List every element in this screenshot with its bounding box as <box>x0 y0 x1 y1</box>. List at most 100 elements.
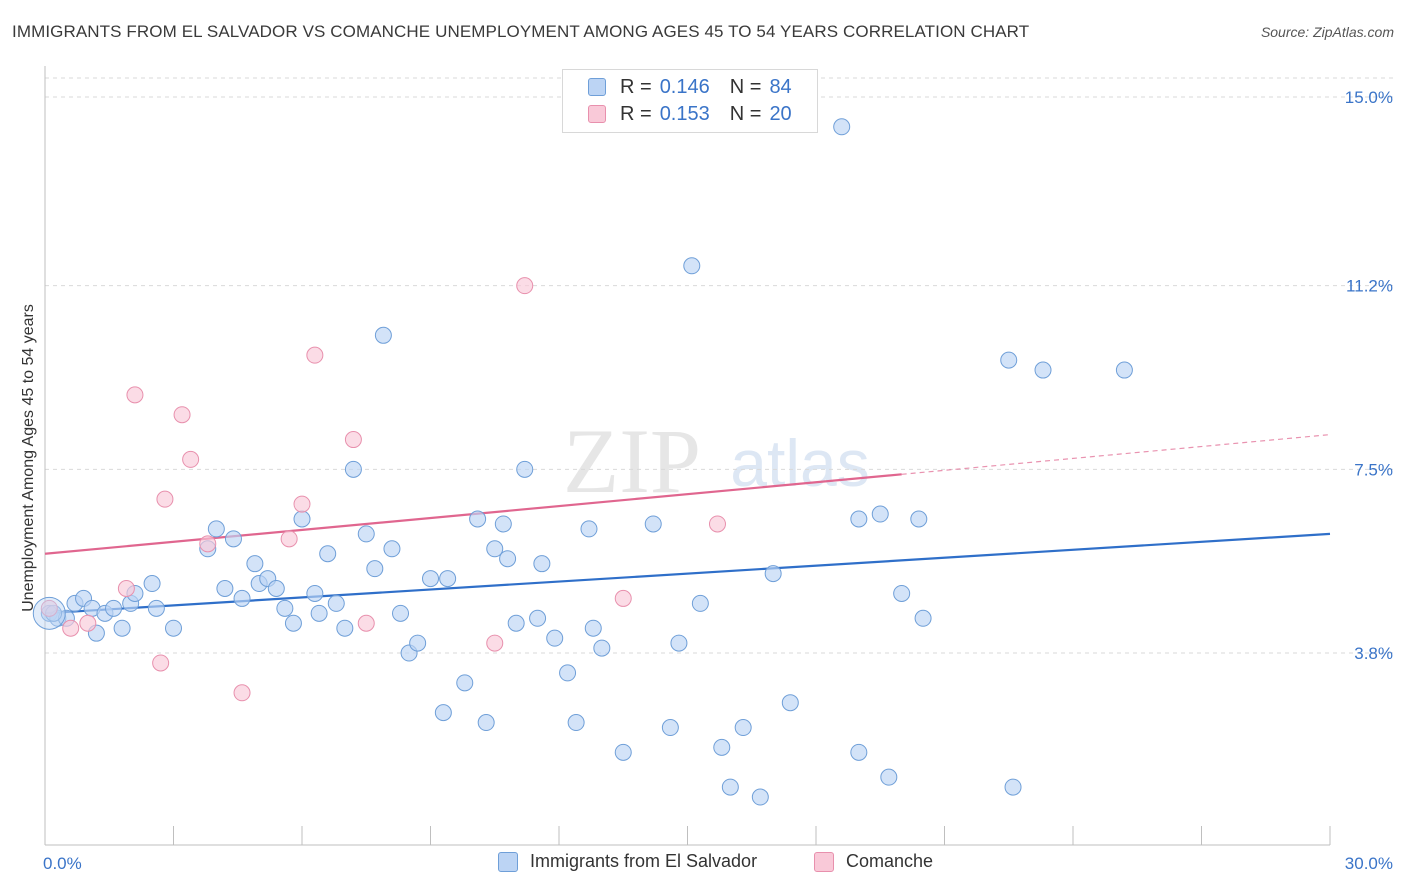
point-el-salvador <box>293 510 311 528</box>
point-comanche <box>486 634 504 652</box>
point-comanche <box>357 614 375 632</box>
point-comanche <box>516 277 534 295</box>
point-el-salvador <box>310 604 328 622</box>
legend-n-label: N = <box>729 75 762 98</box>
point-comanche <box>199 535 217 553</box>
point-comanche <box>182 450 200 468</box>
point-el-salvador <box>781 694 799 712</box>
point-el-salvador <box>105 599 123 617</box>
point-el-salvador <box>893 584 911 602</box>
legend-r-value: 0.153 <box>659 102 710 125</box>
point-el-salvador <box>580 520 598 538</box>
point-comanche <box>614 589 632 607</box>
point-comanche <box>306 346 324 364</box>
point-el-salvador <box>833 118 851 136</box>
legend-swatch-blue <box>498 851 518 872</box>
point-el-salvador <box>276 599 294 617</box>
point-comanche <box>280 530 298 548</box>
legend-r-label: R = <box>620 102 652 125</box>
legend-swatch-pink <box>588 105 606 123</box>
source-label: Source: ZipAtlas.com <box>1260 24 1394 40</box>
trend-line-el-salvador <box>44 532 1331 615</box>
point-el-salvador <box>751 788 769 806</box>
point-el-salvador <box>439 570 457 588</box>
point-el-salvador <box>764 565 782 583</box>
point-el-salvador <box>233 589 251 607</box>
point-el-salvador <box>1034 361 1052 379</box>
legend-item-el-salvador: Immigrants from El Salvador <box>498 851 757 872</box>
point-el-salvador <box>691 594 709 612</box>
point-el-salvador <box>284 614 302 632</box>
legend-series-name: Comanche <box>846 851 934 871</box>
point-el-salvador <box>546 629 564 647</box>
point-el-salvador <box>516 460 534 478</box>
point-el-salvador <box>469 510 487 528</box>
point-el-salvador <box>721 778 739 796</box>
legend-swatch-pink <box>814 851 834 872</box>
point-el-salvador <box>143 575 161 593</box>
legend-row-comanche: R = 0.153 N = 20 <box>588 101 792 127</box>
point-el-salvador <box>246 555 264 573</box>
watermark: ZIP atlas <box>563 410 870 512</box>
point-comanche <box>152 654 170 672</box>
legend-item-comanche: Comanche <box>814 851 933 872</box>
point-el-salvador <box>494 515 512 533</box>
trend-extension-comanche <box>901 433 1331 475</box>
point-el-salvador <box>409 634 427 652</box>
point-el-salvador <box>344 460 362 478</box>
point-comanche <box>708 515 726 533</box>
point-comanche <box>79 614 97 632</box>
point-el-salvador <box>165 619 182 637</box>
y-tick-label: 11.2% <box>1346 277 1393 296</box>
point-el-salvador <box>216 580 234 598</box>
point-el-salvador <box>456 674 474 692</box>
point-el-salvador <box>567 714 585 732</box>
point-el-salvador <box>392 604 410 622</box>
point-cluster-el-salvador <box>32 596 66 630</box>
x-tick-label: 30.0% <box>1345 854 1393 873</box>
point-el-salvador <box>374 326 392 344</box>
point-comanche <box>233 684 251 702</box>
point-el-salvador <box>267 580 285 598</box>
point-comanche <box>344 431 362 449</box>
x-tick-label: 0.0% <box>43 854 82 873</box>
point-el-salvador <box>224 530 242 548</box>
legend-n-label: N = <box>729 102 762 125</box>
point-el-salvador <box>207 520 225 538</box>
point-el-salvador <box>383 540 401 558</box>
point-el-salvador <box>670 634 688 652</box>
legend-r-label: R = <box>620 75 652 98</box>
point-el-salvador <box>366 560 384 578</box>
point-el-salvador <box>661 719 679 737</box>
point-el-salvador <box>1115 361 1133 379</box>
point-el-salvador <box>871 505 889 523</box>
point-el-salvador <box>336 619 354 637</box>
point-el-salvador <box>533 555 551 573</box>
y-tick-label: 7.5% <box>1354 460 1393 479</box>
y-tick-label: 3.8% <box>1354 644 1393 663</box>
point-el-salvador <box>683 257 701 275</box>
point-el-salvador <box>486 540 504 558</box>
point-el-salvador <box>327 594 345 612</box>
point-comanche <box>40 599 58 617</box>
point-el-salvador <box>584 619 602 637</box>
point-comanche <box>173 406 191 424</box>
point-el-salvador <box>880 768 898 786</box>
point-el-salvador <box>644 515 662 533</box>
correlation-legend: R = 0.146 N = 84 R = 0.153 N = 20 <box>562 69 818 133</box>
legend-series-name: Immigrants from El Salvador <box>530 851 758 871</box>
point-el-salvador <box>593 639 611 657</box>
point-comanche <box>62 619 80 637</box>
watermark-zip: ZIP <box>563 410 701 512</box>
point-el-salvador <box>434 704 452 722</box>
chart-title: IMMIGRANTS FROM EL SALVADOR VS COMANCHE … <box>12 22 1030 41</box>
point-el-salvador <box>306 584 324 602</box>
point-el-salvador <box>914 609 932 627</box>
series-legend: Immigrants from El Salvador Comanche <box>0 851 1406 879</box>
point-el-salvador <box>850 743 868 761</box>
point-el-salvador <box>1000 351 1018 369</box>
point-el-salvador <box>507 614 525 632</box>
point-comanche <box>117 580 135 598</box>
point-el-salvador <box>319 545 337 563</box>
